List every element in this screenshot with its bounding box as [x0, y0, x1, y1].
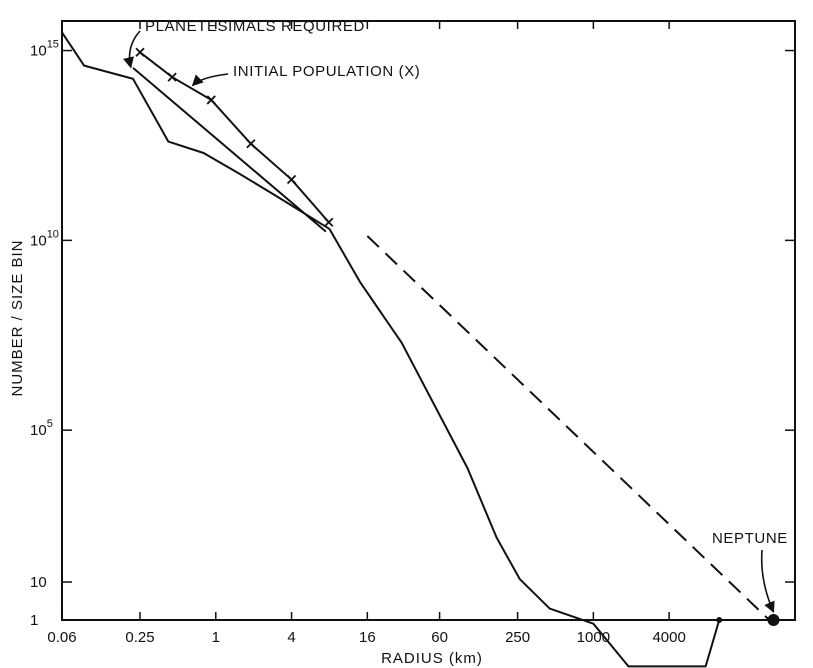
- x-marker-point: [135, 47, 145, 57]
- y-tick-label: 1: [30, 612, 38, 629]
- annotation-layer: PLANETESIMALS REQUIRED INITIAL POPULATION…: [123, 18, 788, 614]
- y-tick-label: 105: [30, 418, 53, 439]
- x-marker-point: [286, 174, 297, 185]
- x-tick-label: 0.06: [47, 629, 76, 646]
- x-tick-label: 4: [287, 629, 295, 646]
- annotation-label: PLANETESIMALS REQUIRED: [145, 18, 365, 35]
- y-tick-base: 10: [30, 422, 47, 439]
- neptune-marker: [767, 614, 780, 626]
- series-initial-population-line: [139, 51, 330, 223]
- series-fit-line: [132, 67, 327, 233]
- y-tick-base: 10: [30, 232, 47, 249]
- series-main-curve: [61, 31, 721, 668]
- y-tick-label: 1010: [30, 228, 59, 249]
- x-marker-point: [324, 217, 334, 227]
- y-tick-exponent: 15: [47, 39, 59, 51]
- x-tick-label: 250: [505, 629, 530, 646]
- x-marker-point: [206, 95, 216, 105]
- x-axis-label: RADIUS (km): [381, 650, 483, 667]
- x-marker-point: [246, 139, 256, 149]
- x-tick-label: 16: [359, 629, 376, 646]
- x-tick-label: 4000: [652, 629, 685, 646]
- y-tick-exponent: 5: [47, 418, 53, 430]
- series-dashed-line: [366, 235, 771, 621]
- x-tick-label: 0.25: [125, 629, 154, 646]
- x-marker-point: [167, 72, 177, 82]
- annotation-label: INITIAL POPULATION (X): [233, 63, 420, 80]
- y-tick-label: 10: [30, 574, 47, 591]
- plot-frame: [61, 20, 796, 621]
- y-tick-base: 10: [30, 574, 47, 591]
- y-tick-base: 10: [30, 43, 47, 60]
- y-tick-label: 1015: [30, 39, 59, 60]
- y-axis-label: NUMBER / SIZE BIN: [9, 239, 26, 396]
- annotation-arrow: [123, 30, 141, 69]
- x-tick-label: 60: [431, 629, 448, 646]
- x-tick-label: 1: [212, 629, 220, 646]
- y-tick-base: 1: [30, 612, 38, 629]
- annotation-label: NEPTUNE: [712, 530, 788, 547]
- series-layer: [61, 31, 780, 668]
- x-axis-ticks: 0.06 0.25 1 4 16 60 250 1000 4000: [47, 21, 686, 646]
- annotation-arrow: [760, 549, 775, 614]
- y-tick-exponent: 10: [47, 228, 59, 240]
- annotation-arrow: [191, 73, 229, 87]
- endpoint-marker: [716, 617, 723, 623]
